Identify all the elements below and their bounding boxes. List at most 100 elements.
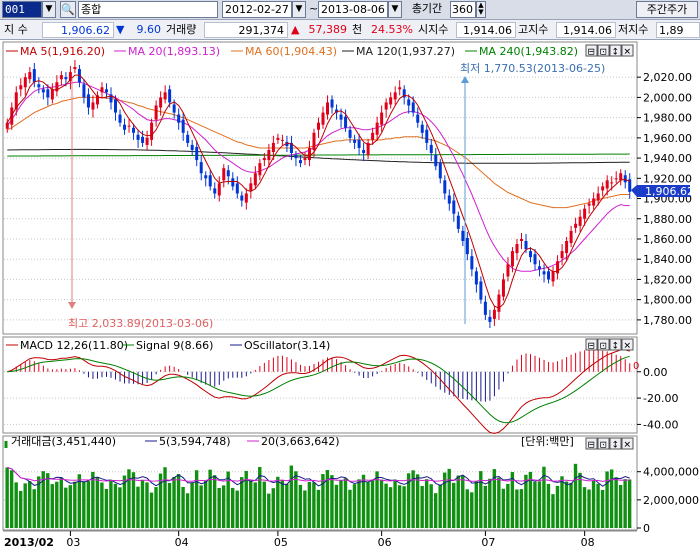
period-input[interactable]: 360: [450, 1, 476, 18]
candlesticks: [5, 59, 632, 328]
candle-body: [483, 301, 487, 315]
panel-control-icon[interactable]: ↕: [612, 441, 620, 451]
candle-body: [46, 89, 50, 98]
candle-body: [109, 94, 113, 103]
date-from-field[interactable]: 2012-02-27: [222, 1, 292, 18]
candle-body: [578, 216, 582, 226]
panel-control-button[interactable]: [609, 44, 622, 57]
candle-body: [321, 112, 325, 125]
candle-body: [443, 180, 447, 194]
volume-bar: [501, 488, 506, 528]
search-icon[interactable]: 🔍: [60, 1, 76, 18]
candle-body: [249, 183, 253, 191]
candle-body: [244, 193, 248, 203]
panel-control-button[interactable]: [621, 44, 634, 57]
panel-control-icon[interactable]: ✕: [624, 48, 632, 58]
candle-body: [73, 67, 77, 70]
volume-bar: [623, 479, 627, 528]
panel-control-icon[interactable]: ↕: [612, 48, 620, 58]
panel-control-icon[interactable]: ⊡: [600, 342, 608, 352]
code-dropdown-icon[interactable]: ▼: [42, 1, 56, 18]
volume-bar: [64, 487, 68, 528]
panel-control-button[interactable]: [585, 44, 598, 57]
date-to-field[interactable]: 2013-08-06: [318, 1, 388, 18]
macd-panel[interactable]: [2, 336, 638, 434]
panel-control-icon[interactable]: ↕: [612, 342, 620, 352]
volume-bar: [452, 482, 456, 528]
panel-control-button[interactable]: [585, 437, 598, 450]
volume-tick-label: 0: [643, 522, 650, 535]
weekly-price-button[interactable]: 주간주가: [636, 1, 698, 18]
volume-bar: [122, 475, 127, 528]
volume-bar: [461, 475, 465, 528]
low-value: 1,89: [656, 22, 700, 38]
chart-area[interactable]: 2,020.00 2,000.00 1,980.00 1,960.00 1,940.00…: [0, 40, 700, 549]
candle-body: [407, 99, 411, 106]
volume-bar: [325, 469, 330, 528]
volume-bar: [267, 493, 271, 528]
macd-tick-label: 0.00: [643, 366, 668, 379]
candle-body: [154, 105, 158, 120]
candle-body: [529, 251, 533, 258]
legend-ma60: MA 60(1,904.43): [245, 45, 337, 58]
candle-body: [141, 136, 145, 143]
open-label: 시지수: [418, 23, 449, 36]
panel-control-icon[interactable]: ⊟: [588, 342, 596, 352]
volume-bar: [163, 467, 167, 528]
candle-body: [556, 261, 560, 274]
candle-body: [326, 102, 330, 115]
legend-ma5: MA 5(1,916.20): [20, 45, 105, 58]
volume-bar: [361, 474, 366, 528]
x-axis-month-label: 05: [274, 536, 288, 549]
price-panel[interactable]: [2, 41, 638, 335]
code-input[interactable]: 001: [2, 1, 42, 18]
panel-control-button[interactable]: [585, 338, 598, 351]
volume-bar: [366, 482, 370, 528]
candle-body: [501, 279, 505, 297]
volume-bar: [235, 490, 239, 528]
candle-body: [114, 99, 118, 113]
price-tick-label: 1,780.00: [643, 314, 692, 327]
date-from-dropdown-icon[interactable]: ▼: [292, 1, 306, 18]
panel-control-button[interactable]: [609, 338, 622, 351]
date-to-dropdown-icon[interactable]: ▼: [388, 1, 402, 18]
panel-control-icon[interactable]: ⊟: [588, 48, 596, 58]
candle-body: [628, 179, 632, 192]
volume-bar: [406, 473, 411, 528]
volume-unit-label: [단위:백만]: [521, 435, 574, 448]
panel-control-button[interactable]: [621, 338, 634, 351]
volume-bar: [388, 487, 393, 528]
panel-control-button[interactable]: [597, 338, 610, 351]
candle-body: [574, 223, 578, 228]
candle-body: [235, 183, 239, 194]
index-name-field[interactable]: 종합: [78, 1, 218, 18]
panel-control-icon[interactable]: ⊟: [588, 441, 596, 451]
panel-control-icon[interactable]: ⊡: [600, 48, 608, 58]
panel-control-icon[interactable]: ⊡: [600, 441, 608, 451]
price-tick-label: 1,820.00: [643, 273, 692, 286]
panel-control-button[interactable]: [597, 437, 610, 450]
ma240-line: [7, 153, 630, 157]
open-value: 1,914.06: [456, 22, 516, 38]
stock-chart[interactable]: 2,020.00 2,000.00 1,980.00 1,960.00 1,940.00…: [0, 40, 700, 549]
x-axis-month-label: 07: [481, 536, 495, 549]
panel-control-button[interactable]: [597, 44, 610, 57]
volume-bar: [465, 489, 469, 528]
price-tick-label: 1,840.00: [643, 253, 692, 266]
legend-volume-amount: 거래대금(3,451,440): [11, 435, 116, 448]
legend-ma120: MA 120(1,937.27): [356, 45, 455, 58]
volume-bar: [158, 473, 163, 528]
panel-control-icon[interactable]: ✕: [624, 441, 632, 451]
panel-control-icon[interactable]: ✕: [624, 342, 632, 352]
candle-body: [510, 251, 514, 267]
candle-body: [492, 309, 496, 319]
panel-control-button[interactable]: [621, 437, 634, 450]
signal-line: [7, 355, 630, 424]
period-spinner-icon[interactable]: ▲ ▼: [476, 1, 486, 18]
x-axis: 2013/02 03 04 05 06 07 08: [3, 530, 637, 549]
volume-bar: [50, 484, 54, 528]
volume-bar: [73, 481, 77, 528]
panel-control-button[interactable]: [609, 437, 622, 450]
volume-bar: [230, 487, 235, 528]
legend-ma20: MA 20(1,893.13): [128, 45, 220, 58]
